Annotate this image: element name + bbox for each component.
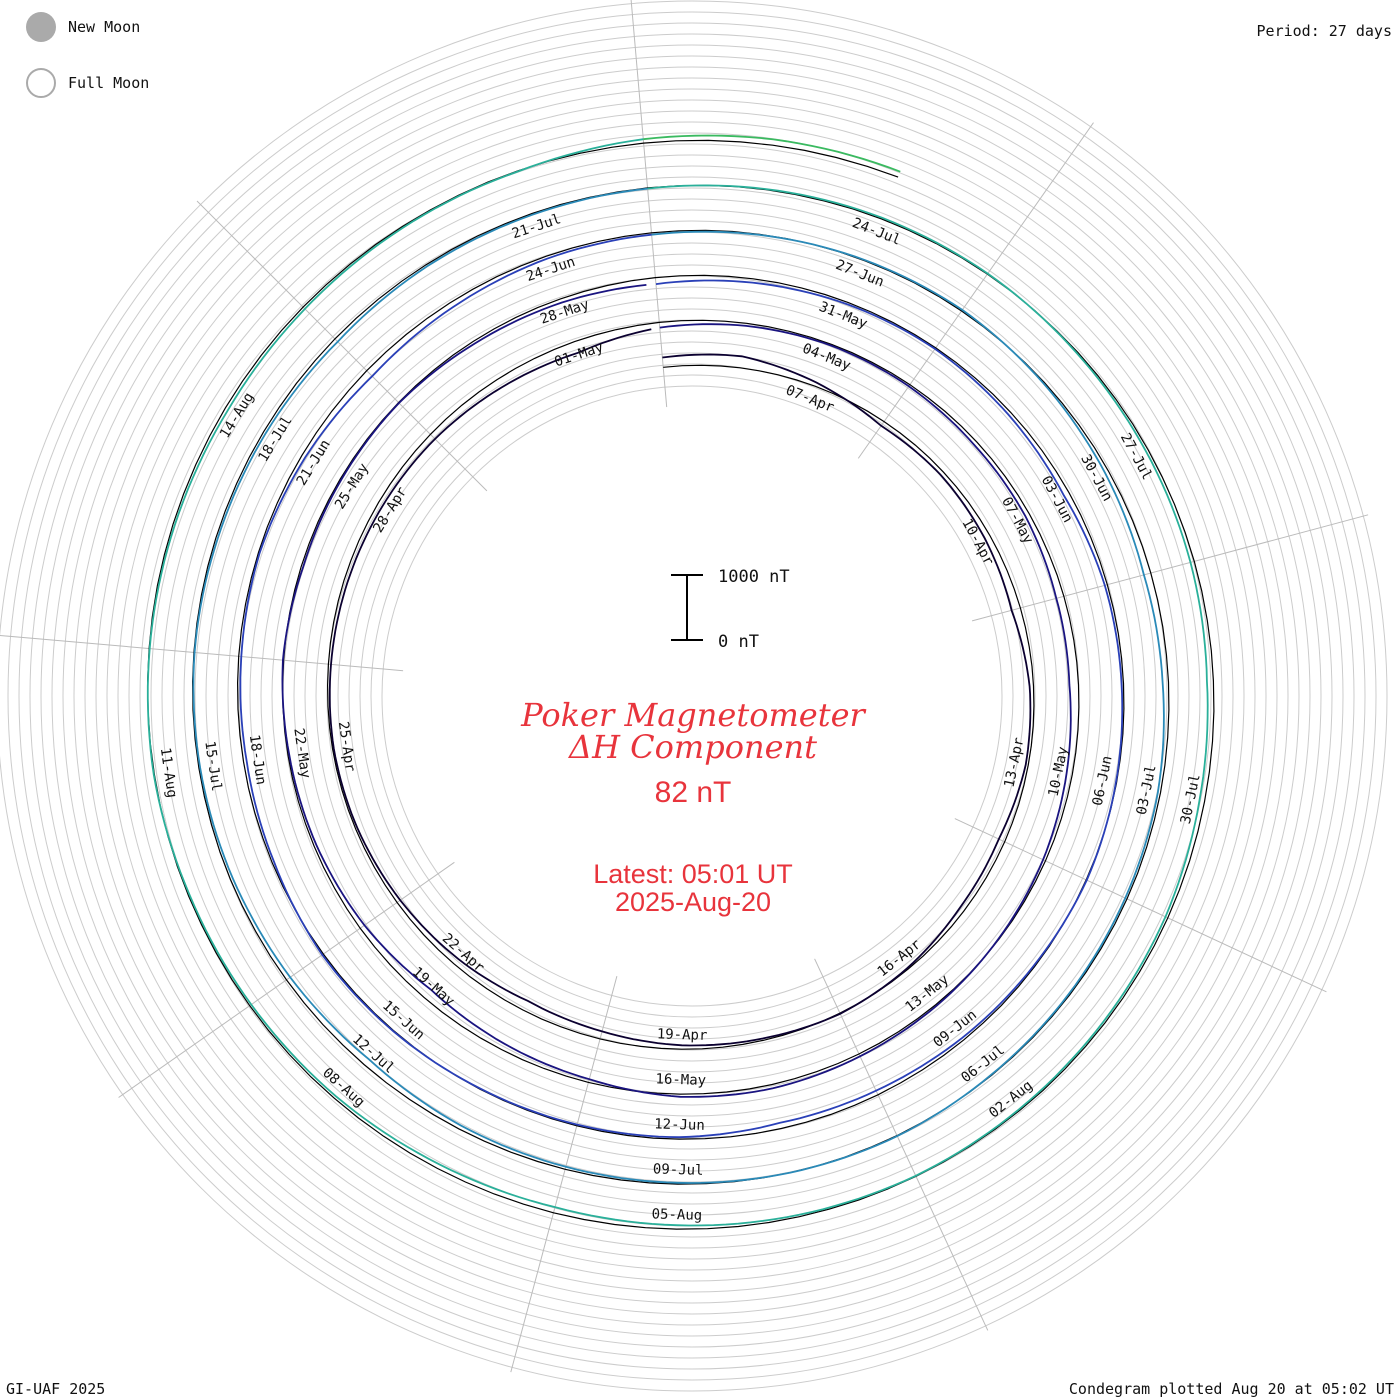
date-label: 04-May (800, 341, 853, 375)
footer-plot-time: Condegram plotted Aug 20 at 05:02 UT (1068, 1380, 1394, 1398)
date-label: 30-Jun (1077, 452, 1115, 504)
trace-turn-6 (643, 134, 901, 173)
grid-ring (381, 385, 1003, 1007)
grid-ring (216, 220, 1168, 1172)
grid-ring (117, 121, 1267, 1271)
chart-title: Poker Magnetometer (521, 696, 865, 734)
date-label: 25-Apr (335, 720, 358, 772)
date-label: 16-May (655, 1071, 706, 1088)
grid-spoke (971, 514, 1369, 622)
date-label: 11-Aug (157, 747, 180, 799)
grid-ring (106, 110, 1278, 1282)
date-label: 03-Jun (1038, 473, 1076, 525)
date-label: 07-Apr (783, 382, 836, 416)
grid-ring (150, 154, 1234, 1238)
date-label: 15-Jul (201, 740, 224, 792)
trace-turn-1 (328, 328, 1032, 1047)
grid-ring (194, 198, 1190, 1194)
grid-spoke (954, 818, 1327, 993)
grid-spoke (196, 200, 488, 492)
date-label: 09-Jul (653, 1161, 704, 1178)
scale-bar-bottom-label: 0 nT (718, 632, 759, 652)
grid-ring (326, 330, 1058, 1062)
grid-ring (183, 187, 1201, 1205)
new-moon-label: New Moon (68, 18, 141, 36)
full-moon-label: Full Moon (68, 74, 150, 92)
grid-ring (359, 363, 1025, 1029)
grid-ring (249, 253, 1135, 1139)
scale-bar-top-label: 1000 nT (718, 567, 790, 587)
date-label: 15-Jun (379, 998, 427, 1044)
grid-spoke (857, 122, 1094, 459)
grid-ring (40, 44, 1344, 1348)
full-moon-icon (26, 68, 56, 98)
grid-ring (172, 176, 1212, 1216)
date-label: 21-Jul (510, 211, 563, 242)
date-label: 12-Jun (654, 1116, 705, 1133)
date-label: 12-Jul (349, 1031, 397, 1077)
grid-ring (370, 374, 1014, 1018)
date-label: 18-Jun (246, 734, 269, 786)
grid-ring (7, 11, 1377, 1381)
grid-spoke (510, 975, 618, 1373)
grid-ring (348, 352, 1036, 1040)
date-label: 13-May (902, 972, 952, 1016)
grid-spoke (0, 634, 404, 672)
grid-ring (84, 88, 1300, 1304)
date-label: 24-Jul (850, 215, 903, 249)
new-moon-icon (26, 12, 56, 42)
trace-turn-4 (192, 187, 1165, 1184)
grid-ring (139, 143, 1245, 1249)
period-label: Period: 27 days (1256, 22, 1392, 40)
grid-ring (18, 22, 1366, 1370)
current-value: 82 nT (654, 776, 732, 809)
legend-new-moon: New Moon (26, 12, 140, 42)
grid-ring (337, 341, 1047, 1051)
date-label: 22-May (290, 727, 313, 779)
grid-ring (95, 99, 1289, 1293)
date-label: 07-May (998, 495, 1036, 547)
date-label: 19-Apr (657, 1026, 708, 1043)
latest-time: Latest: 05:01 UT (593, 859, 793, 889)
trace-turn-3 (239, 233, 1124, 1139)
grid-spoke (814, 958, 989, 1331)
date-label: 10-Apr (958, 516, 996, 568)
grid-ring (73, 77, 1311, 1315)
baseline-spiral (146, 139, 1215, 1230)
grid-ring (205, 209, 1179, 1183)
chart-subtitle: ΔH Component (568, 728, 818, 766)
legend-full-moon: Full Moon (26, 68, 149, 98)
footer-credit: GI-UAF 2025 (6, 1380, 106, 1398)
latest-date: 2025-Aug-20 (614, 887, 772, 917)
date-label: 06-Jul (958, 1042, 1008, 1086)
date-label: 24-Jun (524, 254, 577, 285)
grid-spoke (630, 0, 668, 408)
trace-turn-5 (146, 138, 1209, 1227)
grid-ring (128, 132, 1256, 1260)
grid-ring (238, 242, 1146, 1150)
grid-ring (51, 55, 1333, 1337)
date-label: 14-Aug (217, 390, 257, 441)
trace-turn-2 (281, 284, 1072, 1098)
date-label: 19-May (409, 964, 457, 1010)
grid-ring (260, 264, 1124, 1128)
grid-ring (29, 33, 1355, 1359)
date-label: 05-Aug (651, 1206, 702, 1223)
date-label: 27-Jun (833, 257, 886, 291)
grid-ring (62, 66, 1322, 1326)
